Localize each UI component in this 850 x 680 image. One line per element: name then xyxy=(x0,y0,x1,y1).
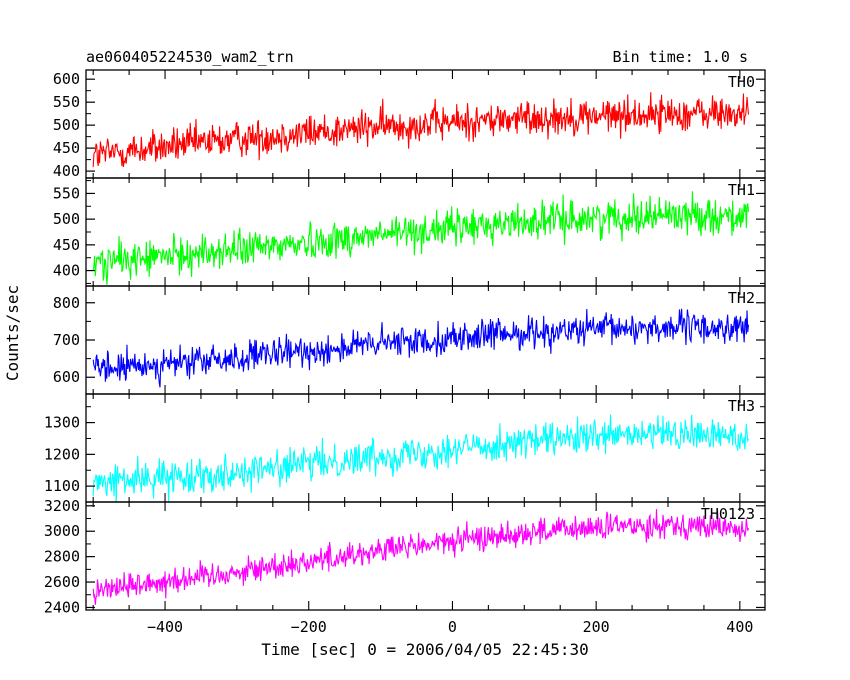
panel-frame xyxy=(85,69,766,179)
series-line-th0123 xyxy=(92,509,750,605)
y-tick-label: 400 xyxy=(53,162,80,180)
y-tick-label: 500 xyxy=(53,116,80,134)
y-tick-label: 450 xyxy=(53,139,80,157)
panel-label: TH0 xyxy=(728,73,755,91)
panel-label: TH2 xyxy=(728,289,755,307)
series-line-th2 xyxy=(92,308,750,388)
x-tick-label: 400 xyxy=(726,618,753,636)
panel-th3: 1100 1200 1300 TH3 xyxy=(44,393,766,503)
y-axis-label: Counts/sec xyxy=(3,285,22,381)
bin-time-label: Bin time: 1.0 s xyxy=(613,48,748,66)
x-tick-label: −200 xyxy=(291,618,327,636)
x-axis: −400 −200 0 200 400 xyxy=(147,618,753,636)
panels-group: 400 450 500 550 600 TH0 400 450 500 550 TH1 600 700 8… xyxy=(44,69,766,616)
y-tick-label: 550 xyxy=(53,93,80,111)
x-axis-label: Time [sec] 0 = 2006/04/05 22:45:30 xyxy=(261,640,589,659)
x-tick-label: 0 xyxy=(448,618,457,636)
panel-th0: 400 450 500 550 600 TH0 xyxy=(53,69,766,180)
panel-frame xyxy=(85,501,766,611)
x-tick-label: −400 xyxy=(147,618,183,636)
y-tick-label: 1300 xyxy=(44,414,80,432)
panel-th0123: 2400 2600 2800 3000 3200 TH0123 xyxy=(44,497,766,616)
y-tick-label: 500 xyxy=(53,210,80,228)
panel-label: TH3 xyxy=(728,397,755,415)
y-tick-label: 2800 xyxy=(44,548,80,566)
y-tick-label: 3000 xyxy=(44,522,80,540)
chart-title: ae060405224530_wam2_trn xyxy=(86,48,294,66)
y-tick-label: 400 xyxy=(53,262,80,280)
panel-th1: 400 450 500 550 TH1 xyxy=(53,177,766,287)
y-tick-label: 800 xyxy=(53,294,80,312)
y-tick-label: 2600 xyxy=(44,573,80,591)
series-line-th0 xyxy=(92,92,750,168)
y-tick-label: 2400 xyxy=(44,598,80,616)
series-line-th1 xyxy=(92,191,750,285)
y-tick-label: 450 xyxy=(53,236,80,254)
panel-label: TH0123 xyxy=(701,505,755,523)
y-tick-label: 600 xyxy=(53,368,80,386)
y-tick-label: 700 xyxy=(53,331,80,349)
panel-label: TH1 xyxy=(728,181,755,199)
panel-frame xyxy=(85,393,766,503)
series-line-th3 xyxy=(92,414,749,502)
y-tick-label: 600 xyxy=(53,70,80,88)
y-tick-label: 550 xyxy=(53,184,80,202)
y-tick-label: 1100 xyxy=(44,477,80,495)
y-tick-label: 1200 xyxy=(44,445,80,463)
x-tick-label: 200 xyxy=(583,618,610,636)
panel-th2: 600 700 800 TH2 xyxy=(53,285,766,395)
y-tick-label: 3200 xyxy=(44,497,80,515)
